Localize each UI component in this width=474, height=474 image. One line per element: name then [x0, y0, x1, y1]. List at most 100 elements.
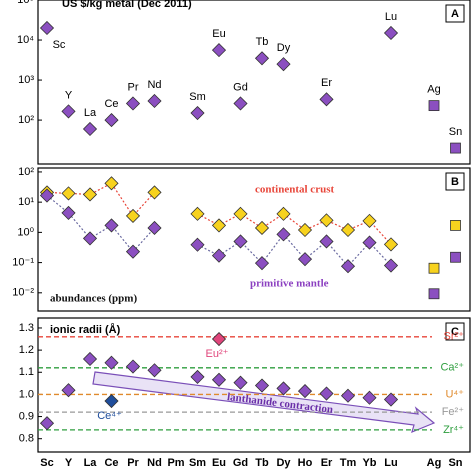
- diamond-marker: [276, 227, 291, 242]
- diamond-marker: [147, 220, 162, 236]
- reference-label: U⁴⁺: [446, 388, 465, 400]
- y-tick-label: 1.1: [19, 366, 34, 378]
- x-tick-label: Er: [321, 457, 333, 469]
- square-marker: [428, 100, 440, 112]
- diamond-marker: [61, 205, 76, 220]
- diamond-marker: [319, 386, 334, 401]
- diamond-marker: [362, 390, 377, 405]
- diamond-marker: [190, 369, 205, 384]
- y-tick-label: 10²: [18, 166, 34, 178]
- x-tick-label: Yb: [362, 457, 376, 469]
- diamond-marker: [190, 206, 205, 221]
- x-tick-label: Sc: [40, 457, 53, 469]
- diamond-marker: [233, 96, 248, 111]
- diamond-marker: [233, 206, 248, 221]
- diamond-marker: [104, 218, 119, 233]
- reference-label: Zr⁴⁺: [443, 424, 464, 436]
- panel-letter-box: [445, 322, 465, 341]
- diamond-marker: [340, 222, 356, 238]
- diamond-marker: [39, 416, 55, 431]
- y-tick-label: 10¹: [18, 196, 34, 208]
- y-tick-label: 1.3: [19, 322, 34, 334]
- diamond-marker: [297, 252, 313, 267]
- series-line: [46, 195, 392, 268]
- diamond-marker: [254, 220, 270, 236]
- panel-letter-box: [445, 172, 465, 191]
- diamond-marker: [276, 206, 291, 221]
- diamond-marker: [147, 93, 162, 109]
- panel-frame: [37, 0, 471, 165]
- diamond-marker: [61, 104, 76, 119]
- x-tick-label: Nd: [147, 457, 162, 469]
- point-label: Gd: [233, 81, 248, 93]
- annotation: abundances (ppm): [50, 293, 137, 305]
- y-tick-label: 10³: [18, 74, 34, 86]
- diamond-marker: [104, 176, 119, 191]
- y-tick-label: 10⁻¹: [12, 256, 34, 268]
- diamond-marker: [211, 218, 227, 233]
- point-label: Sn: [449, 126, 462, 138]
- diamond-marker: [211, 43, 227, 58]
- diamond-marker: [383, 258, 399, 273]
- diamond-marker: [104, 113, 119, 128]
- series-line: [46, 182, 392, 245]
- diamond-marker: [82, 231, 98, 246]
- x-tick-label: Ce: [104, 457, 118, 469]
- diamond-marker: [147, 363, 162, 378]
- diamond-marker: [190, 237, 205, 252]
- square-marker: [450, 142, 461, 154]
- square-marker: [450, 220, 461, 231]
- diamond-marker: [125, 208, 141, 223]
- y-tick-label: 0.8: [19, 433, 34, 445]
- x-tick-label: Ho: [298, 457, 313, 469]
- x-tick-label: Sn: [448, 457, 462, 469]
- panel-letter: A: [451, 8, 459, 20]
- diamond-marker: [61, 383, 76, 398]
- y-tick-label: 10⁴: [17, 34, 34, 46]
- diamond-marker: [297, 384, 313, 399]
- point-label: Er: [321, 77, 332, 89]
- point-label: La: [84, 107, 97, 119]
- annotation: continental crust: [255, 184, 334, 196]
- square-marker: [428, 288, 440, 300]
- diamond-marker: [82, 187, 98, 202]
- diamond-marker: [39, 20, 55, 36]
- point-label: Pr: [128, 81, 139, 93]
- y-tick-label: 10²: [18, 114, 34, 126]
- reference-label: Fe²⁺: [442, 406, 465, 418]
- y-tick-label: 1.0: [19, 388, 34, 400]
- point-label: Sm: [189, 91, 206, 103]
- point-label: Dy: [277, 42, 291, 54]
- diamond-marker: [82, 121, 98, 137]
- diamond-marker: [190, 105, 205, 121]
- diamond-marker: [104, 393, 119, 409]
- diamond-marker: [276, 57, 291, 72]
- y-tick-label: 10⁵: [17, 0, 34, 6]
- point-label: Ce: [104, 98, 118, 110]
- diamond-marker: [340, 259, 356, 274]
- diamond-marker: [319, 234, 334, 249]
- point-label: Y: [65, 89, 73, 101]
- diamond-marker: [383, 237, 399, 252]
- diamond-marker: [82, 351, 98, 367]
- x-tick-label: Tm: [340, 457, 357, 469]
- panel-letter: B: [451, 176, 459, 188]
- diamond-marker: [125, 96, 141, 111]
- point-label: Ag: [427, 84, 440, 96]
- point-label: Nd: [147, 79, 161, 91]
- diamond-marker: [276, 381, 291, 396]
- diamond-marker: [61, 186, 76, 201]
- diamond-marker: [254, 378, 270, 393]
- diamond-marker: [254, 51, 270, 66]
- x-tick-label: Eu: [212, 457, 226, 469]
- y-tick-label: 10⁻²: [12, 287, 34, 299]
- diamond-marker: [211, 331, 227, 347]
- square-marker: [428, 262, 440, 274]
- diamond-marker: [233, 234, 248, 249]
- diamond-marker: [39, 188, 55, 203]
- diamond-marker: [319, 213, 334, 228]
- contraction-arrow: [92, 371, 436, 434]
- square-marker: [450, 251, 461, 263]
- point-label: Ce⁴⁺: [97, 410, 122, 422]
- diamond-marker: [383, 392, 399, 407]
